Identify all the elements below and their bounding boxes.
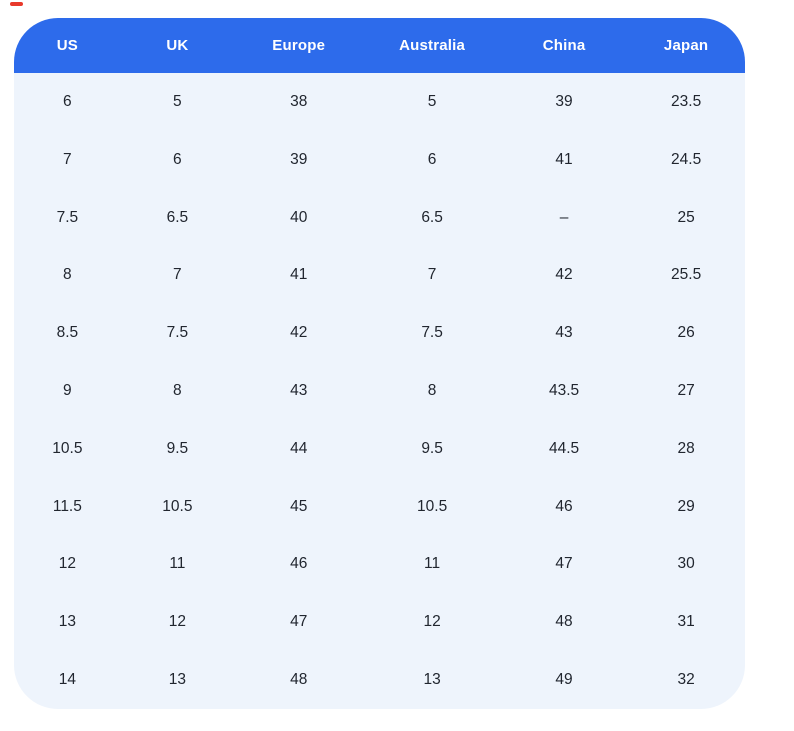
table-row: 7 6 39 6 41 24.5: [14, 131, 745, 189]
table-body: 6 5 38 5 39 23.5 7 6 39 6 41 24.5 7.5 6.5 40 6.5 – 25 8 7 41…: [14, 73, 745, 709]
table-cell: 39: [290, 150, 308, 168]
table-row: 8 7 41 7 42 25.5: [14, 246, 745, 304]
table-cell: 44: [290, 439, 308, 457]
shoe-size-conversion-table: US UK Europe Australia China Japan 6 5 38 5 39 23.…: [14, 18, 745, 709]
table-cell: 42: [290, 324, 308, 342]
table-cell: 49: [555, 671, 573, 689]
table-cell: 9.5: [166, 439, 189, 457]
table-cell: 27: [677, 381, 695, 399]
table-cell: 46: [555, 497, 573, 515]
table-cell: 13: [423, 671, 441, 689]
table-cell: 43: [290, 381, 308, 399]
table-cell: 12: [423, 613, 441, 631]
table-cell: –: [559, 208, 569, 226]
table-cell: 7.5: [421, 324, 443, 342]
column-header-europe: Europe: [272, 37, 326, 54]
table-cell: 30: [677, 555, 695, 573]
table-cell: 6: [173, 150, 182, 168]
table-cell: 8: [427, 381, 437, 399]
table-cell: 43.5: [548, 381, 580, 399]
table-cell: 14: [58, 671, 76, 689]
table-header-row: US UK Europe Australia China Japan: [14, 18, 745, 73]
table-cell: 5: [427, 92, 437, 110]
table-cell: 12: [168, 613, 186, 631]
table-cell: 7.5: [166, 324, 189, 342]
table-cell: 9: [63, 381, 72, 399]
table-cell: 47: [290, 613, 308, 631]
table-cell: 39: [555, 92, 573, 110]
table-cell: 29: [677, 497, 695, 515]
table-cell: 7: [173, 266, 182, 284]
table-row: 13 12 47 12 48 31: [14, 593, 745, 651]
table-cell: 7.5: [56, 208, 79, 226]
table-row: 6 5 38 5 39 23.5: [14, 73, 745, 131]
table-cell: 12: [58, 555, 76, 573]
table-cell: 10.5: [417, 497, 448, 515]
table-cell: 47: [555, 555, 573, 573]
red-marker: [10, 2, 23, 6]
table-cell: 28: [677, 439, 695, 457]
column-header-us: US: [56, 37, 78, 54]
table-cell: 41: [555, 150, 573, 168]
table-cell: 6: [427, 150, 437, 168]
table-cell: 25.5: [671, 266, 702, 284]
table-cell: 44.5: [548, 439, 580, 457]
table-cell: 42: [555, 266, 573, 284]
table-cell: 43: [555, 324, 573, 342]
table-row: 7.5 6.5 40 6.5 – 25: [14, 189, 745, 247]
table-row: 9 8 43 8 43.5 27: [14, 362, 745, 420]
table-cell: 9.5: [421, 439, 443, 457]
table-cell: 48: [290, 671, 308, 689]
table-cell: 6: [63, 92, 72, 110]
table-cell: 8: [63, 266, 72, 284]
column-header-japan: Japan: [663, 37, 709, 54]
table-cell: 11: [424, 555, 441, 573]
table-cell: 10.5: [162, 497, 193, 515]
table-row: 10.5 9.5 44 9.5 44.5 28: [14, 420, 745, 478]
table-cell: 11.5: [52, 497, 82, 515]
table-cell: 48: [555, 613, 573, 631]
table-cell: 7: [63, 150, 72, 168]
table-cell: 26: [677, 324, 695, 342]
table-cell: 24.5: [671, 150, 702, 168]
table-row: 14 13 48 13 49 32: [14, 651, 745, 709]
table-cell: 40: [290, 208, 308, 226]
column-header-china: China: [542, 37, 586, 54]
table-row: 12 11 46 11 47 30: [14, 536, 745, 594]
table-cell: 8.5: [56, 324, 79, 342]
table-cell: 46: [290, 555, 308, 573]
table-cell: 10.5: [52, 439, 83, 457]
table-cell: 8: [173, 381, 182, 399]
table-cell: 41: [290, 266, 308, 284]
table-row: 11.5 10.5 45 10.5 46 29: [14, 478, 745, 536]
table-row: 8.5 7.5 42 7.5 43 26: [14, 304, 745, 362]
table-cell: 31: [677, 613, 695, 631]
table-cell: 23.5: [671, 92, 702, 110]
table-cell: 45: [290, 497, 308, 515]
column-header-australia: Australia: [399, 37, 466, 54]
table-cell: 13: [168, 671, 186, 689]
table-cell: 6.5: [421, 208, 443, 226]
table-cell: 6.5: [166, 208, 189, 226]
table-cell: 13: [58, 613, 76, 631]
table-cell: 5: [173, 92, 182, 110]
table-cell: 7: [427, 266, 437, 284]
table-cell: 38: [290, 92, 308, 110]
table-cell: 32: [677, 671, 695, 689]
column-header-uk: UK: [166, 37, 189, 54]
table-cell: 25: [677, 208, 695, 226]
table-cell: 11: [169, 555, 186, 573]
